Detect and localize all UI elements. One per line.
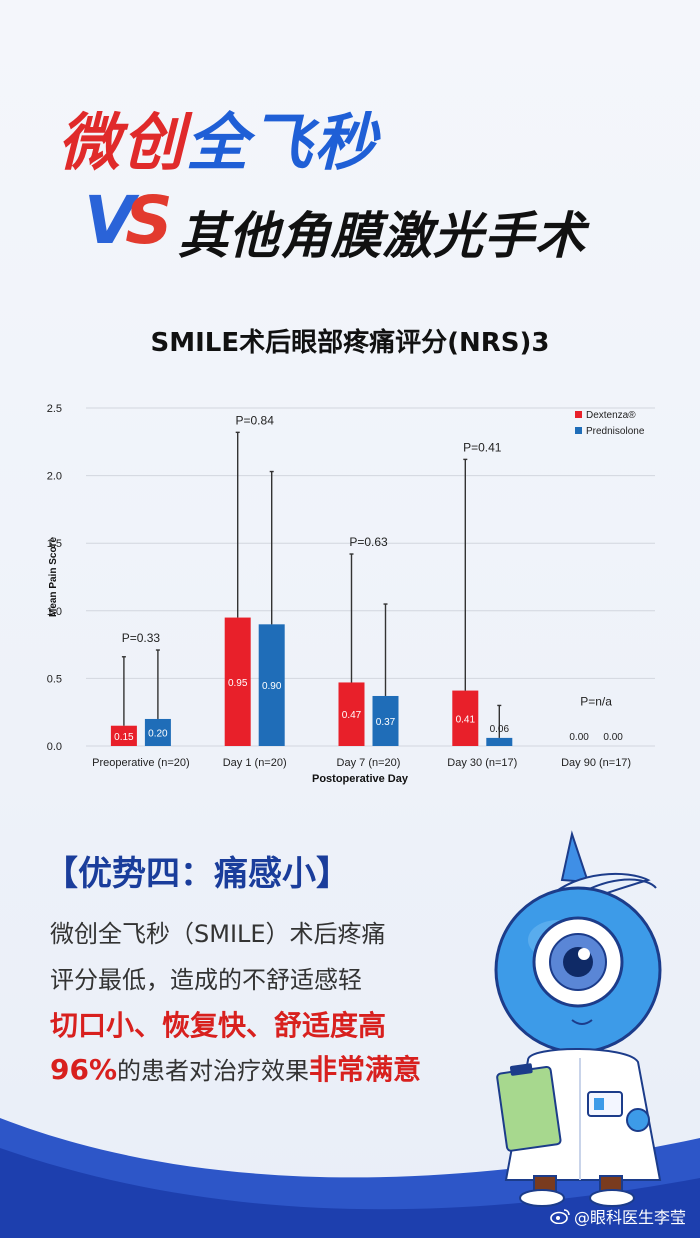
- data-label-0-1: 0.95: [228, 678, 248, 689]
- data-label-0-2: 0.47: [342, 710, 362, 721]
- y-axis-label: Mean Pain Score: [48, 537, 59, 617]
- legend-swatch-0: [575, 411, 582, 418]
- weibo-icon: [550, 1209, 570, 1224]
- data-label-1-2: 0.37: [376, 717, 396, 728]
- data-label-1-0: 0.20: [148, 728, 168, 739]
- bar-dextenza-3: [452, 690, 479, 746]
- data-label-0-4: 0.00: [569, 732, 589, 743]
- legend-label-0: Dextenza®: [586, 410, 636, 421]
- p-value-label-3: P=0.41: [463, 440, 502, 454]
- body-line-1: 微创全飞秒（SMILE）术后疼痛: [50, 920, 386, 948]
- p-value-label-0: P=0.33: [122, 631, 161, 645]
- bar-prednisolone-3: [486, 737, 513, 746]
- data-label-0-3: 0.41: [456, 714, 476, 725]
- mascot-eyeball-doctor-illustration: [494, 830, 662, 1207]
- y-tick-label-1: 0.5: [47, 673, 62, 685]
- x-axis-label: Postoperative Day: [312, 773, 409, 785]
- data-label-1-4: 0.00: [603, 732, 623, 743]
- p-value-label-1: P=0.84: [236, 413, 275, 427]
- x-tick-label-4: Day 90 (n=17): [561, 757, 631, 769]
- legend-swatch-1: [575, 427, 582, 434]
- y-tick-label-5: 2.5: [47, 403, 62, 415]
- watermark-text: @眼科医生李莹: [573, 1208, 686, 1227]
- y-tick-label-0: 0.0: [47, 741, 62, 753]
- x-tick-label-2: Day 7 (n=20): [337, 757, 401, 769]
- headline-line-2: 其他角膜激光手术: [178, 207, 586, 265]
- satisfaction-percent: 96%: [50, 1053, 118, 1086]
- bar-chart: 0.0 0.5 1.0 1.5 2.0 2.5 Mean Pain Score Postope…: [47, 403, 655, 785]
- data-label-0-0: 0.15: [114, 732, 134, 743]
- weibo-watermark: @眼科医生李莹: [550, 1204, 686, 1228]
- advantage-title: 【优势四：痛感小】: [44, 854, 350, 894]
- x-tick-label-1: Day 1 (n=20): [223, 757, 287, 769]
- highlight-line: 切口小、恢复快、舒适度高: [50, 1009, 387, 1042]
- data-label-1-1: 0.90: [262, 681, 282, 692]
- bar-prednisolone-1: [258, 624, 285, 746]
- bar-dextenza-2: [338, 682, 365, 746]
- x-tick-label-0: Preoperative (n=20): [92, 757, 190, 769]
- chart-title: SMILE术后眼部疼痛评分(NRS)3: [150, 328, 550, 358]
- satisfaction-emphasis: 非常满意: [309, 1053, 422, 1086]
- bar-dextenza-0: [110, 725, 137, 746]
- bar-prednisolone-0: [144, 718, 171, 746]
- vs-logo: VS: [84, 182, 173, 259]
- headline-part-2: 全飞秒: [186, 106, 379, 179]
- satisfaction-line: 96%的患者对治疗效果非常满意: [50, 1048, 421, 1088]
- x-tick-label-3: Day 30 (n=17): [447, 757, 517, 769]
- p-value-label-2: P=0.63: [349, 535, 388, 549]
- headline-part-1: 微创: [58, 106, 187, 179]
- data-label-1-3: 0.06: [490, 724, 510, 735]
- bar-prednisolone-2: [372, 695, 399, 746]
- body-line-2: 评分最低，造成的不舒适感轻: [50, 966, 362, 994]
- vs-v: V: [84, 182, 136, 259]
- bottom-wave: [0, 1118, 700, 1238]
- p-value-label-4: P=n/a: [580, 694, 612, 708]
- y-tick-label-2: 1.0: [47, 606, 62, 618]
- bar-dextenza-1: [224, 617, 251, 746]
- y-tick-label-4: 2.0: [47, 471, 62, 483]
- legend-label-1: Prednisolone: [586, 426, 645, 437]
- vs-s: S: [125, 182, 173, 259]
- headline-line-1: 微创全飞秒: [58, 92, 378, 182]
- satisfaction-text: 的患者对治疗效果: [117, 1057, 310, 1085]
- y-tick-label-3: 1.5: [47, 538, 62, 550]
